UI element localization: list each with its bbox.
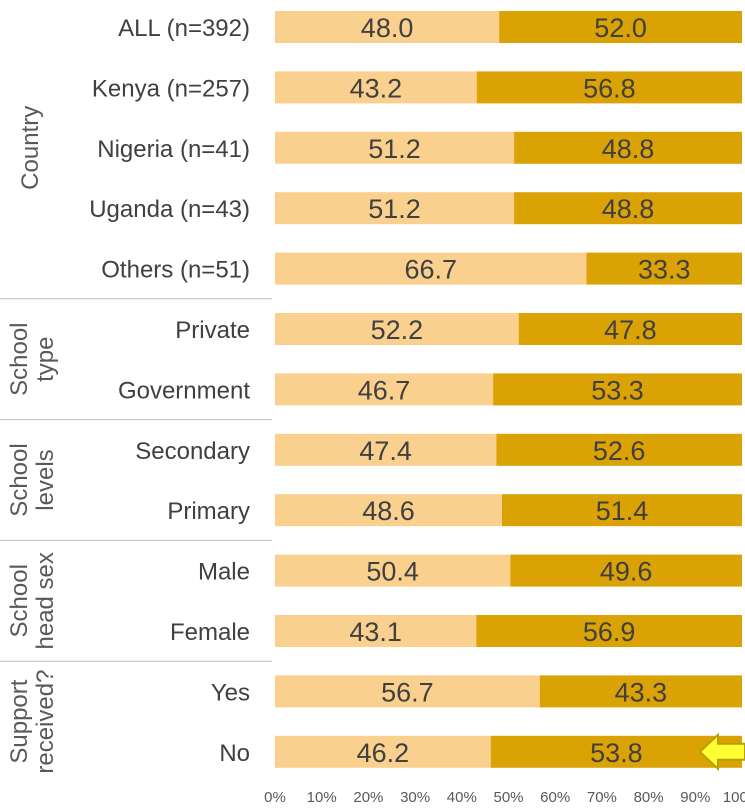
bar-segment-a-yes (275, 675, 540, 708)
bar-segment-b-primary (501, 494, 742, 527)
x-tick-label-10pct: 10% (307, 789, 337, 806)
bar-segment-b-private (518, 313, 742, 345)
x-axis-ticks: 0% 10% 20% 30% 40% 50% 60% 70% 80% 90% 100% (264, 789, 745, 806)
group-label-school-type-line-2: type (32, 337, 59, 382)
category-label-private: Private (175, 317, 250, 344)
category-label-secondary: Secondary (135, 438, 250, 465)
value-label-a-government: 46.7 (358, 375, 411, 405)
group-label-support-received-line-2: received? (32, 670, 59, 774)
value-label-b-all-n-392: 52.0 (594, 13, 647, 43)
category-label-government: Government (118, 377, 250, 404)
bar-segment-a-female (275, 615, 477, 647)
category-label-primary: Primary (167, 498, 250, 525)
x-tick-label-80pct: 80% (634, 789, 664, 806)
value-label-b-kenya-n-257: 56.8 (583, 73, 636, 103)
bar-segment-b-uganda-n-43 (514, 192, 742, 225)
bar-segment-a-others-n-51 (275, 252, 587, 285)
bar-segment-b-secondary (496, 433, 742, 466)
bar-segment-a-government (275, 373, 494, 406)
x-tick-label-30pct: 30% (400, 789, 430, 806)
bar-segment-a-primary (275, 494, 502, 527)
category-label-all-n-392: ALL (n=392) (118, 15, 250, 42)
x-tick-label-100pct: 100% (723, 789, 745, 806)
annotations (698, 732, 745, 772)
x-tick-label-20pct: 20% (353, 789, 383, 806)
value-label-a-private: 52.2 (371, 315, 424, 345)
category-label-male: Male (198, 559, 250, 586)
value-label-a-others-n-51: 66.7 (404, 255, 457, 285)
group-label-school-head-sex-line-2: head sex (32, 552, 59, 649)
bar-segment-a-no (275, 735, 491, 768)
x-tick-label-0pct: 0% (264, 789, 286, 806)
bar-segment-a-uganda-n-43 (275, 192, 515, 225)
value-label-b-no: 53.8 (590, 738, 643, 768)
group-label-country-line-1: Country (17, 106, 44, 190)
x-tick-label-60pct: 60% (540, 789, 570, 806)
value-label-a-no: 46.2 (357, 738, 410, 768)
value-label-b-yes: 43.3 (615, 677, 668, 707)
group-label-school-type-line-1: School (6, 323, 33, 396)
value-label-a-kenya-n-257: 43.2 (350, 73, 403, 103)
bar-segment-b-female (476, 615, 742, 647)
value-label-b-male: 49.6 (600, 557, 653, 587)
value-label-a-male: 50.4 (366, 557, 419, 587)
group-label-school-levels-line-1: School (6, 443, 33, 516)
bar-segment-b-others-n-51 (586, 252, 742, 285)
bar-segment-b-male (510, 554, 742, 587)
bar-segment-a-secondary (275, 433, 497, 466)
category-label-nigeria-n-41: Nigeria (n=41) (97, 136, 250, 163)
value-labels: 48.0 52.0 43.2 56.8 51.2 48.8 51.2 48.8 66.7 33.3… (349, 13, 690, 768)
x-tick-label-50pct: 50% (493, 789, 523, 806)
value-label-a-secondary: 47.4 (359, 436, 412, 466)
category-label-kenya-n-257: Kenya (n=257) (92, 75, 250, 102)
bar-segment-a-nigeria-n-41 (275, 131, 515, 164)
value-label-b-private: 47.8 (604, 315, 657, 345)
value-label-b-female: 56.9 (583, 617, 636, 647)
category-label-yes: Yes (211, 679, 250, 706)
group-label-school-levels-line-2: levels (32, 449, 59, 510)
value-label-b-primary: 51.4 (596, 496, 649, 526)
bar-segment-b-nigeria-n-41 (514, 131, 742, 164)
bars (275, 11, 742, 768)
value-label-a-primary: 48.6 (362, 496, 415, 526)
bar-segment-a-all-n-392 (275, 11, 500, 43)
value-label-a-nigeria-n-41: 51.2 (368, 134, 421, 164)
category-label-no: No (219, 740, 250, 767)
category-labels: ALL (n=392) Kenya (n=257) Nigeria (n=41) Ug… (89, 15, 250, 767)
bar-segment-a-private (275, 313, 519, 345)
value-label-b-nigeria-n-41: 48.8 (602, 134, 655, 164)
value-label-a-female: 43.1 (349, 617, 402, 647)
bar-segment-a-male (275, 554, 511, 587)
x-tick-label-70pct: 70% (587, 789, 617, 806)
value-label-b-others-n-51: 33.3 (638, 255, 691, 285)
value-label-a-uganda-n-43: 51.2 (368, 194, 421, 224)
x-tick-label-40pct: 40% (447, 789, 477, 806)
bar-segment-a-kenya-n-257 (275, 71, 477, 104)
bar-segment-b-government (493, 373, 742, 406)
category-label-uganda-n-43: Uganda (n=43) (89, 196, 250, 223)
category-label-female: Female (170, 619, 250, 646)
value-label-b-uganda-n-43: 48.8 (602, 194, 655, 224)
group-label-school-head-sex-line-1: School (6, 564, 33, 637)
category-label-others-n-51: Others (n=51) (101, 257, 250, 284)
value-label-a-all-n-392: 48.0 (361, 13, 414, 43)
x-tick-label-90pct: 90% (680, 789, 710, 806)
bar-segment-b-yes (539, 675, 742, 708)
value-label-b-secondary: 52.6 (593, 436, 646, 466)
bar-segment-b-kenya-n-257 (476, 71, 742, 104)
group-label-support-received-line-1: Support (6, 679, 33, 763)
value-label-a-yes: 56.7 (381, 677, 434, 707)
value-label-b-government: 53.3 (591, 375, 644, 405)
bar-segment-b-all-n-392 (499, 11, 742, 43)
left-arrow-icon (698, 732, 745, 772)
group-separators (0, 298, 272, 662)
